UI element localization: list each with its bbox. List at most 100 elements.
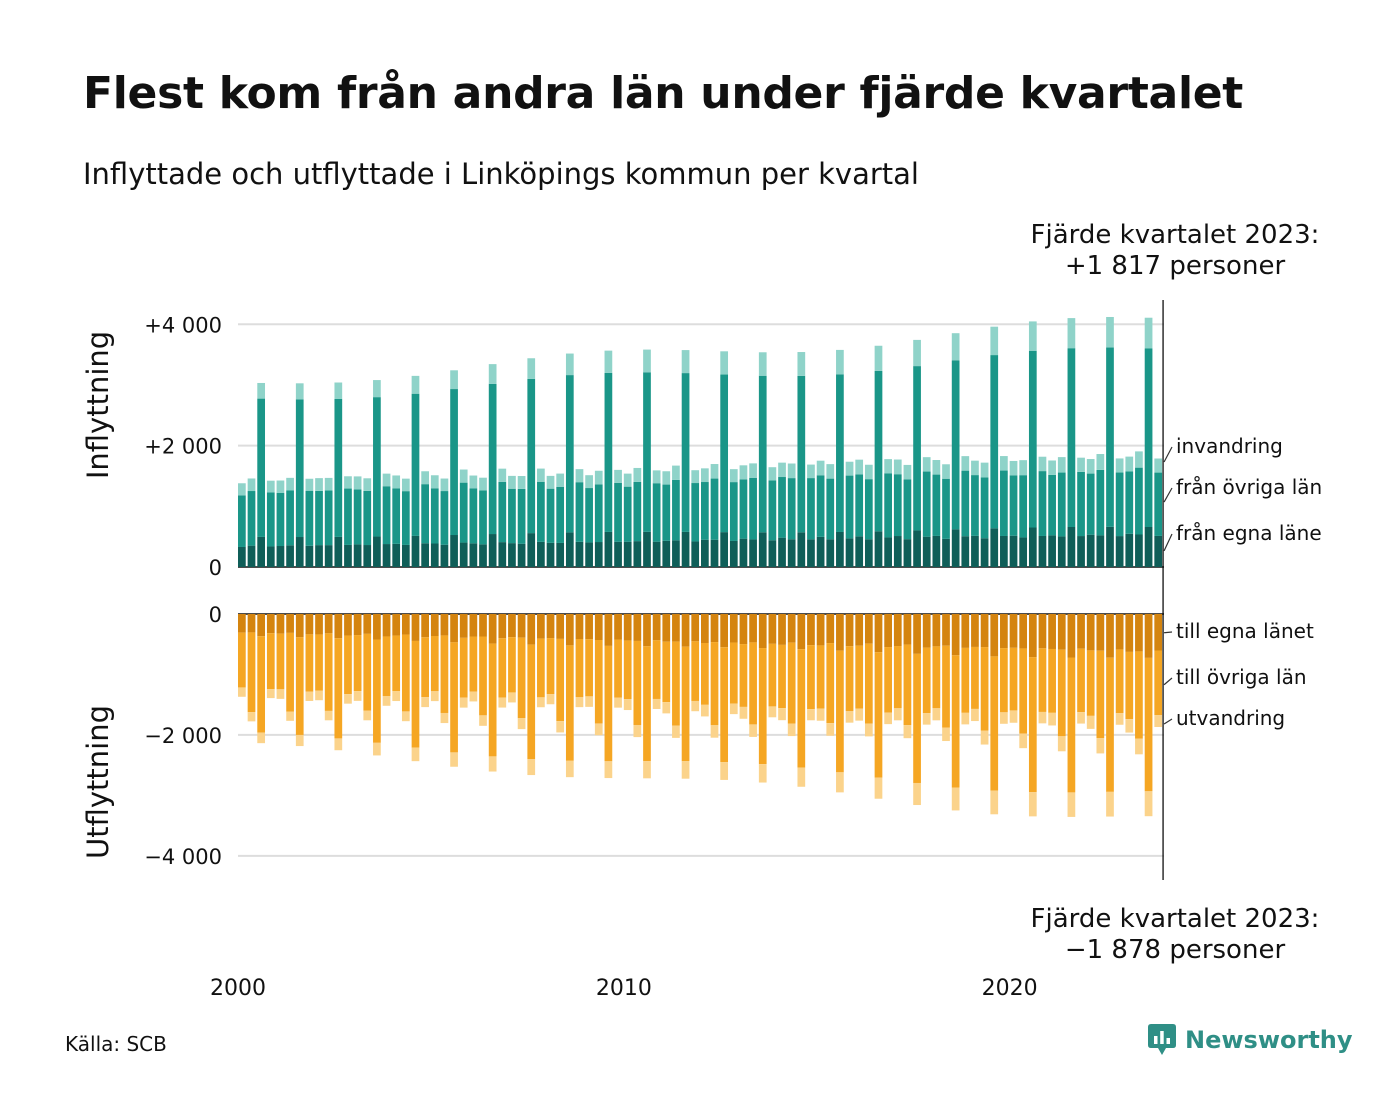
bar-segment xyxy=(1115,472,1124,537)
bar-segment xyxy=(980,477,989,539)
bar-segment xyxy=(913,653,921,783)
bar-segment xyxy=(758,352,767,376)
bar-segment xyxy=(971,646,979,709)
bar-segment xyxy=(565,614,574,646)
bar-segment xyxy=(1135,534,1143,567)
bar-segment xyxy=(469,636,478,692)
bar-segment xyxy=(344,635,352,695)
bar-segment xyxy=(594,470,603,485)
bar-segment xyxy=(353,544,362,567)
bar-segment xyxy=(430,636,439,692)
bar-segment xyxy=(720,614,729,648)
bar-segment xyxy=(266,689,275,699)
bar-segment xyxy=(266,614,275,634)
bar-segment xyxy=(546,614,555,639)
bar-segment xyxy=(691,641,700,701)
bar-segment xyxy=(565,532,574,567)
bar-segment xyxy=(729,469,738,483)
bar-segment xyxy=(353,691,362,701)
bar-segment xyxy=(816,475,825,537)
bar-segment xyxy=(980,462,989,478)
bar-segment xyxy=(662,471,671,485)
bar-segment xyxy=(768,540,777,567)
bar-segment xyxy=(922,713,931,725)
bar-segment xyxy=(884,473,892,538)
bar-segment xyxy=(430,614,439,637)
bar-segment xyxy=(508,637,516,693)
bar-segment xyxy=(344,694,352,704)
bar-segment xyxy=(469,475,478,489)
bar-segment xyxy=(392,475,401,489)
bar-segment xyxy=(662,702,671,714)
series-leader-line xyxy=(1163,533,1173,552)
bar-segment xyxy=(816,645,825,709)
bar-segment xyxy=(797,649,806,768)
bar-segment xyxy=(778,644,786,709)
bar-segment xyxy=(710,725,719,738)
bar-segment xyxy=(1106,347,1114,527)
bar-segment xyxy=(768,480,777,541)
bar-segment xyxy=(942,478,950,539)
bar-segment xyxy=(1000,648,1008,713)
annotation-outflow: Fjärde kvartalet 2023: −1 878 personer xyxy=(960,904,1390,966)
bar-segment xyxy=(893,459,902,475)
bar-segment xyxy=(739,465,748,480)
chart-subtitle: Inflyttade och utflyttade i Linköpings k… xyxy=(83,157,919,191)
bar-segment xyxy=(498,481,507,543)
bar-segment xyxy=(537,481,545,542)
bar-segment xyxy=(604,531,613,567)
bar-segment xyxy=(488,614,497,644)
bar-segment xyxy=(1144,791,1153,817)
series-leader-line xyxy=(1163,487,1173,503)
bar-segment xyxy=(990,614,999,657)
bar-segment xyxy=(1028,321,1037,351)
bar-segment xyxy=(257,536,266,567)
bar-segment xyxy=(903,539,912,567)
bar-segment xyxy=(469,691,478,702)
x-tick-label: 2020 xyxy=(982,976,1038,1001)
newsworthy-chart-icon xyxy=(1148,1024,1176,1055)
bar-segment xyxy=(961,456,970,471)
bar-segment xyxy=(758,648,767,765)
bar-segment xyxy=(816,614,825,646)
bar-segment xyxy=(315,545,323,567)
bar-segment xyxy=(729,703,738,715)
bar-segment xyxy=(652,614,661,641)
bar-segment xyxy=(1106,614,1114,658)
chart-title: Flest kom från andra län under fjärde kv… xyxy=(83,68,1244,119)
bar-segment xyxy=(430,691,439,702)
bar-segment xyxy=(276,689,285,699)
bar-segment xyxy=(305,545,314,567)
annotation-inflow-line1: Fjärde kvartalet 2023: xyxy=(1030,220,1320,250)
bar-segment xyxy=(758,614,767,649)
bar-segment xyxy=(749,642,757,725)
bar-segment xyxy=(710,464,719,479)
bar-segment xyxy=(971,535,979,567)
bar-segment xyxy=(845,475,854,539)
bar-segment xyxy=(286,614,294,633)
bar-segment xyxy=(874,370,883,532)
bar-segment xyxy=(286,632,294,712)
bar-segment xyxy=(508,614,516,638)
bar-segment xyxy=(874,777,883,799)
bar-segment xyxy=(1019,460,1028,476)
bar-segment xyxy=(401,491,410,545)
y-tick-label: 0 xyxy=(209,556,222,580)
bar-segment xyxy=(1077,457,1085,472)
bar-segment xyxy=(874,531,883,567)
bar-segment xyxy=(623,541,632,567)
bar-segment xyxy=(575,541,584,567)
bar-segment xyxy=(633,541,642,567)
bar-segment xyxy=(324,710,333,721)
annotation-inflow-line2: +1 817 personer xyxy=(1064,251,1286,281)
x-tick-label: 2010 xyxy=(596,976,652,1001)
bar-segment xyxy=(1057,736,1066,752)
bar-segment xyxy=(440,614,449,636)
bar-segment xyxy=(575,614,584,639)
bar-segment xyxy=(257,382,266,399)
bar-segment xyxy=(411,375,420,394)
bar-segment xyxy=(353,635,362,692)
bar-segment xyxy=(450,389,458,536)
bar-segment xyxy=(1028,350,1037,528)
bar-segment xyxy=(739,614,748,645)
